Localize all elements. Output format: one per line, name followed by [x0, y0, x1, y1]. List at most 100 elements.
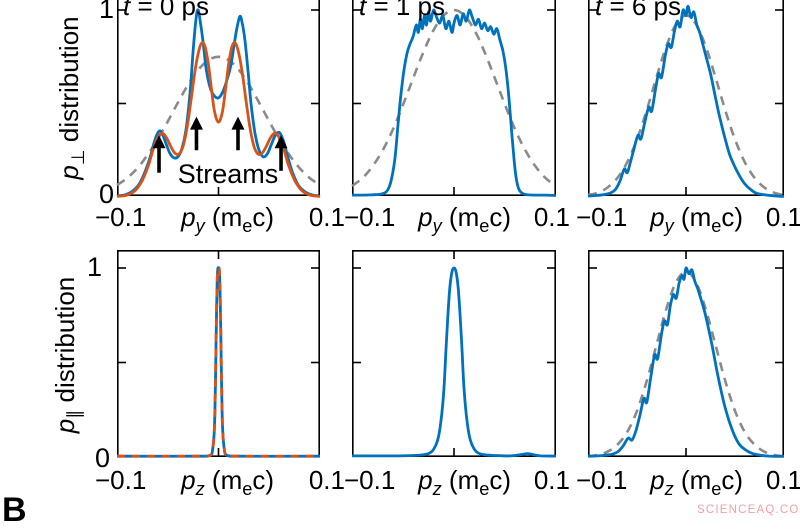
- blue-curve: [351, 8, 557, 197]
- xtick-min: −0.1: [95, 202, 147, 232]
- xaxis-variable-label: pz (mec): [418, 465, 511, 504]
- xaxis-variable-label: pz (mec): [181, 465, 274, 504]
- ylabel-variable: p: [54, 165, 84, 180]
- stream-arrow-head: [152, 135, 166, 149]
- x-unit-subscript: e: [479, 216, 490, 237]
- title-text: = 6 ps: [602, 0, 682, 21]
- x-variable: p: [418, 465, 433, 495]
- xtick-min: −0.1: [95, 465, 147, 495]
- x-unit-close: c): [721, 202, 744, 232]
- panel-border: [352, 250, 556, 457]
- x-variable: p: [650, 465, 665, 495]
- x-variable: p: [181, 202, 196, 232]
- panel-title-t1: t = 1 ps: [359, 0, 445, 21]
- x-unit-subscript: e: [711, 216, 722, 237]
- title-variable: t: [359, 0, 367, 21]
- x-variable-subscript: z: [664, 479, 674, 500]
- x-unit-subscript: e: [242, 479, 253, 500]
- title-text: = 0 ps: [130, 0, 210, 21]
- x-unit-close: c): [252, 202, 275, 232]
- stream-arrow-head: [274, 135, 288, 149]
- xtick-min: −0.1: [576, 202, 628, 232]
- panel-title-t0: t = 0 ps: [123, 0, 209, 21]
- x-unit: (m: [441, 465, 480, 495]
- stream-arrow-head: [189, 116, 203, 130]
- xaxis-variable-label: py (mec): [181, 202, 274, 241]
- panel-py-t6-plot: [587, 0, 785, 198]
- ytick-1-row1: 1: [98, 0, 114, 24]
- blue-curve: [116, 266, 321, 458]
- panel-pz-t6-plot: [587, 250, 785, 458]
- xtick-max: 0.1: [765, 202, 800, 232]
- panel-py-t0-plot: [116, 0, 321, 198]
- panel-border: [117, 0, 320, 196]
- ytick-1-row2: 1: [86, 252, 102, 282]
- gray-dashed-curve: [587, 14, 785, 197]
- panel-pz-t1-plot: [351, 250, 557, 458]
- ylabel-subscript: ∥: [64, 409, 85, 419]
- x-variable-subscript: y: [432, 216, 442, 237]
- blue-curve: [351, 266, 557, 458]
- x-variable-subscript: z: [432, 479, 442, 500]
- xaxis-label-pz-col3: −0.1 pz (mec) 0.1: [576, 465, 800, 499]
- title-variable: t: [123, 0, 131, 21]
- xaxis-variable-label: py (mec): [650, 202, 743, 241]
- xaxis-label-pz-col1: −0.1 pz (mec) 0.1: [95, 465, 345, 499]
- x-variable-subscript: y: [664, 216, 674, 237]
- x-unit: (m: [204, 465, 243, 495]
- ylabel-text: distribution: [54, 16, 84, 150]
- xaxis-label-py-col1: −0.1 py (mec) 0.1: [95, 202, 345, 236]
- orange-curve: [116, 41, 321, 198]
- x-unit: (m: [673, 202, 712, 232]
- x-unit-close: c): [489, 202, 512, 232]
- stream-arrow-head: [231, 116, 245, 130]
- xtick-min: −0.1: [344, 465, 396, 495]
- xtick-max: 0.1: [765, 465, 800, 495]
- xaxis-label-pz-col2: −0.1 pz (mec) 0.1: [344, 465, 570, 499]
- x-unit: (m: [441, 202, 480, 232]
- xaxis-label-py-col3: −0.1 py (mec) 0.1: [576, 202, 800, 236]
- x-unit: (m: [673, 465, 712, 495]
- ylabel-variable: p: [50, 418, 80, 434]
- ylabel-text: distribution: [50, 276, 80, 410]
- panel-border: [352, 0, 556, 196]
- watermark: SCIENCEAQ.COM: [697, 504, 800, 516]
- xtick-max: 0.1: [533, 465, 570, 495]
- x-variable: p: [181, 465, 196, 495]
- panel-letter: B: [2, 491, 27, 529]
- xtick-max: 0.1: [308, 202, 345, 232]
- xtick-min: −0.1: [576, 465, 628, 495]
- x-unit-subscript: e: [242, 216, 253, 237]
- x-unit-close: c): [721, 465, 744, 495]
- xaxis-variable-label: pz (mec): [650, 465, 743, 504]
- blue-curve: [587, 4, 785, 198]
- panel-pz-t0-plot: [116, 250, 321, 458]
- gray-dashed-curve: [116, 55, 321, 187]
- x-variable-subscript: z: [195, 479, 205, 500]
- streams-annotation-label: Streams: [177, 159, 279, 189]
- xtick-min: −0.1: [344, 202, 396, 232]
- x-variable-subscript: y: [195, 216, 205, 237]
- panel-title-t6: t = 6 ps: [595, 0, 681, 21]
- x-unit: (m: [204, 202, 243, 232]
- ytick-0-row1: 0: [98, 179, 114, 209]
- orange-dashed-curve: [116, 266, 321, 458]
- blue-curve: [587, 266, 785, 458]
- xaxis-variable-label: py (mec): [418, 202, 511, 241]
- ytick-0-row2: 0: [94, 443, 110, 473]
- x-unit-close: c): [252, 465, 275, 495]
- xtick-max: 0.1: [308, 465, 345, 495]
- x-variable: p: [650, 202, 665, 232]
- panel-py-t1-plot: [351, 0, 557, 197]
- title-variable: t: [595, 0, 603, 21]
- title-text: = 1 ps: [366, 0, 446, 21]
- xtick-max: 0.1: [533, 202, 570, 232]
- x-unit-subscript: e: [711, 479, 722, 500]
- x-variable: p: [418, 202, 433, 232]
- ylabel-perp-distribution: p⊥ distribution: [52, 0, 89, 213]
- ylabel-subscript: ⊥: [68, 149, 89, 166]
- x-unit-subscript: e: [479, 479, 490, 500]
- xaxis-label-py-col2: −0.1 py (mec) 0.1: [344, 202, 570, 236]
- gray-dashed-curve: [351, 8, 557, 188]
